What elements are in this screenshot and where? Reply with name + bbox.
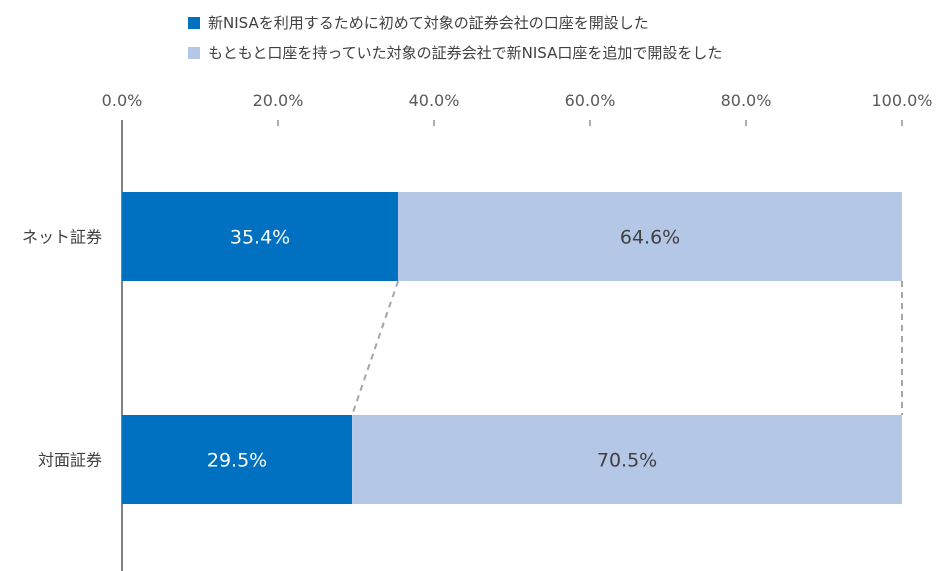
bar-0-series-2 <box>398 192 902 281</box>
x-tick-label-3: 60.0% <box>565 91 616 110</box>
data-label-1-series-1: 29.5% <box>207 450 267 472</box>
legend-item-series-2: もともと口座を持っていた対象の証券会社で新NISA口座を追加で開設をした <box>188 38 722 68</box>
data-label-0-series-2: 64.6% <box>620 227 680 249</box>
x-tick-label-0: 0.0% <box>102 91 143 110</box>
legend-label-series-1: 新NISAを利用するために初めて対象の証券会社の口座を開設した <box>208 14 649 32</box>
bar-1-series-1 <box>122 415 353 504</box>
legend: 新NISAを利用するために初めて対象の証券会社の口座を開設した もともと口座を持… <box>188 8 722 68</box>
x-tick-label-1: 20.0% <box>253 91 304 110</box>
category-label-1: 対面証券 <box>38 451 102 470</box>
legend-label-series-2: もともと口座を持っていた対象の証券会社で新NISA口座を追加で開設をした <box>208 44 723 62</box>
x-tick-label-5: 100.0% <box>871 91 932 110</box>
bar-1-series-2 <box>352 415 903 504</box>
legend-item-series-1: 新NISAを利用するために初めて対象の証券会社の口座を開設した <box>188 8 722 38</box>
data-label-1-series-2: 70.5% <box>597 450 657 472</box>
bar-0-series-1 <box>122 192 399 281</box>
legend-swatch-series-1 <box>188 17 200 29</box>
x-tick-label-2: 40.0% <box>409 91 460 110</box>
data-label-0-series-1: 35.4% <box>230 227 290 249</box>
x-tick-label-4: 80.0% <box>721 91 772 110</box>
legend-swatch-series-2 <box>188 47 200 59</box>
category-label-0: ネット証券 <box>22 228 102 247</box>
series-connector-line-1 <box>351 280 400 416</box>
